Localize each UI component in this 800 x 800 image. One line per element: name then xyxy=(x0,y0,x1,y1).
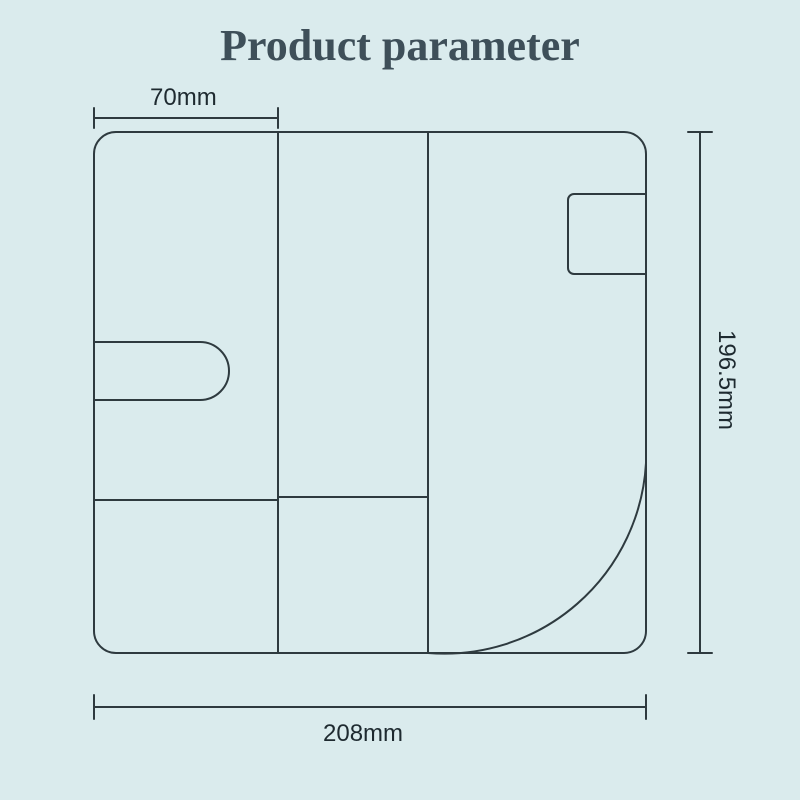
product-diagram xyxy=(0,0,800,800)
dimension-label-right: 196.5mm xyxy=(712,330,740,430)
dimension-label-top: 70mm xyxy=(150,84,217,112)
page-title: Product parameter xyxy=(0,20,800,71)
diagram-canvas: Product parameter 70mm 208mm 196.5mm xyxy=(0,0,800,800)
dimension-label-bottom: 208mm xyxy=(323,720,403,748)
